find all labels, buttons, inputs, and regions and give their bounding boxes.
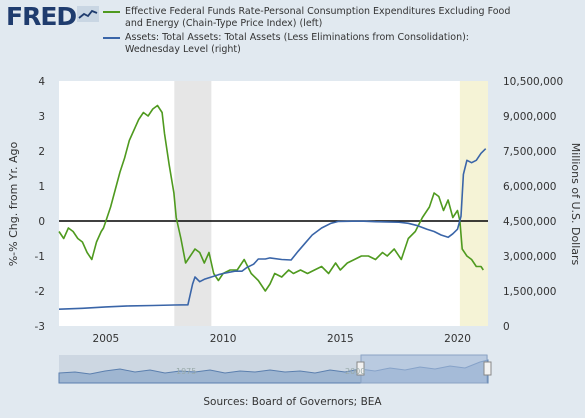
source-note: Sources: Board of Governors; BEA bbox=[203, 396, 382, 408]
navigator-left-label: 1975 bbox=[176, 367, 196, 376]
fred-trend-icon bbox=[77, 6, 99, 22]
x-tick-label: 2020 bbox=[444, 333, 471, 345]
legend-label-total-assets: Assets: Total Assets: Total Assets (Less… bbox=[125, 32, 469, 55]
legend-label-fed-funds: Effective Federal Funds Rate-Personal Co… bbox=[125, 6, 511, 29]
range-navigator[interactable]: 1975 2000 bbox=[58, 354, 492, 384]
right-tick-label: 7,500,000 bbox=[503, 146, 556, 158]
legend-item-fed-funds[interactable]: Effective Federal Funds Rate-Personal Co… bbox=[103, 6, 520, 29]
legend-swatch-total-assets bbox=[103, 37, 120, 39]
shaded-period-2 bbox=[459, 81, 488, 326]
left-axis-title: %-% Chg. from Yr. Ago bbox=[7, 141, 20, 266]
legend-item-total-assets[interactable]: Assets: Total Assets: Total Assets (Less… bbox=[103, 32, 520, 55]
plot-area bbox=[59, 81, 488, 326]
left-tick-label: 3 bbox=[38, 111, 45, 123]
right-tick-label: 3,000,000 bbox=[503, 251, 556, 263]
right-tick-label: 0 bbox=[503, 321, 510, 333]
legend-swatch-fed-funds bbox=[103, 11, 120, 13]
navigator-right-label: 2000 bbox=[345, 367, 365, 376]
x-tick-label: 2010 bbox=[210, 333, 237, 345]
right-axis-title: Millions of U.S. Dollars bbox=[569, 143, 582, 266]
right-tick-label: 1,500,000 bbox=[503, 286, 556, 298]
left-tick-label: 0 bbox=[38, 216, 45, 228]
left-tick-label: -1 bbox=[35, 251, 45, 263]
fred-logo: FRED bbox=[6, 2, 77, 31]
left-tick-label: -3 bbox=[35, 321, 45, 333]
chart-legend: Effective Federal Funds Rate-Personal Co… bbox=[103, 6, 520, 55]
navigator-left-handle[interactable] bbox=[356, 361, 365, 376]
navigator-selected-window[interactable] bbox=[360, 354, 488, 384]
right-tick-label: 10,500,000 bbox=[503, 76, 563, 88]
right-tick-label: 6,000,000 bbox=[503, 181, 556, 193]
shaded-period-1 bbox=[174, 81, 212, 326]
x-tick-label: 2015 bbox=[327, 333, 354, 345]
left-tick-label: 1 bbox=[38, 181, 45, 193]
left-tick-label: 2 bbox=[38, 146, 45, 158]
right-tick-label: 4,500,000 bbox=[503, 216, 556, 228]
left-tick-label: 4 bbox=[38, 76, 45, 88]
left-tick-label: -2 bbox=[35, 286, 45, 298]
right-tick-label: 9,000,000 bbox=[503, 111, 556, 123]
x-tick-label: 2005 bbox=[93, 333, 120, 345]
series-line-total-assets bbox=[58, 148, 487, 310]
navigator-right-handle[interactable] bbox=[483, 361, 492, 376]
